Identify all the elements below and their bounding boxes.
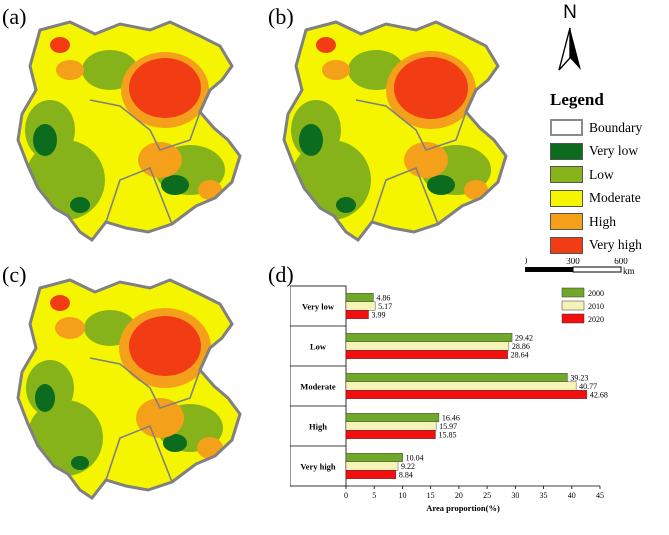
scale-tick-300: 300 (566, 258, 580, 266)
bar (345, 413, 440, 422)
bar-value-label: 40.77 (579, 382, 597, 391)
x-tick-label: 40 (568, 491, 576, 500)
panel-label-c: (c) (2, 262, 27, 287)
legend-item-very-low: Very low (550, 140, 668, 164)
panel-label-d: (d) (268, 262, 294, 287)
legend-item-low: Low (550, 163, 668, 187)
legend-label: Very high (589, 237, 642, 253)
category-label: High (309, 422, 327, 432)
x-tick-label: 15 (427, 491, 435, 500)
legend-label: Moderate (589, 190, 641, 206)
x-tick-label: 20 (455, 491, 463, 500)
bar (345, 453, 403, 462)
bar (345, 293, 374, 302)
scale-tick-600: 600 (614, 258, 628, 266)
legend-title: Legend (550, 90, 604, 109)
bar-value-label: 39.23 (570, 373, 588, 382)
chart-legend-label: 2010 (588, 302, 604, 311)
risk-map-a (16, 20, 242, 242)
bar (345, 390, 588, 399)
bar (345, 310, 369, 319)
category-label: Low (310, 342, 327, 352)
bar-value-label: 9.22 (401, 462, 415, 471)
map-legend: Legend Boundary Very low Low Moderate High Ve… (550, 90, 668, 257)
scale-tick-0: 0 (525, 258, 528, 266)
north-arrow: N (553, 2, 587, 74)
bar-value-label: 4.86 (376, 293, 390, 302)
panel-label-b: (b) (268, 4, 294, 29)
legend-label: High (589, 213, 616, 229)
scale-unit: km (623, 266, 635, 276)
bar (345, 373, 568, 382)
x-tick-label: 35 (540, 491, 548, 500)
legend-label: Boundary (589, 119, 643, 135)
x-axis-label: Area proportion(%) (426, 503, 500, 513)
bar (345, 350, 508, 359)
north-arrow-icon (558, 27, 581, 71)
legend-swatch (550, 119, 583, 137)
bar-value-label: 8.84 (399, 470, 413, 479)
category-column (290, 285, 347, 487)
chart-legend-label: 2020 (588, 315, 604, 324)
x-tick-label: 30 (511, 491, 519, 500)
x-tick-label: 25 (483, 491, 491, 500)
bar (345, 461, 399, 471)
bar (345, 430, 436, 439)
x-tick-label: 10 (398, 491, 406, 500)
bar-value-label: 10.04 (406, 453, 424, 462)
category-label: Very high (300, 462, 336, 472)
bar (345, 381, 577, 391)
chart-legend-swatch (561, 313, 585, 324)
bar-value-label: 5.17 (378, 302, 392, 311)
legend-label: Low (589, 166, 614, 182)
bar-value-label: 28.64 (511, 350, 529, 359)
x-tick-label: 5 (372, 491, 376, 500)
chart-legend-swatch (561, 300, 585, 311)
x-tick-label: 45 (596, 491, 604, 500)
bar (345, 341, 510, 351)
chart-legend-label: 2000 (588, 289, 604, 298)
legend-item-boundary: Boundary (550, 116, 668, 140)
north-letter: N (563, 2, 577, 23)
legend-item-moderate: Moderate (550, 187, 668, 211)
panel-label-a: (a) (2, 4, 27, 29)
legend-item-very-high: Very high (550, 234, 668, 258)
legend-swatch (550, 142, 583, 160)
category-label: Moderate (300, 382, 336, 392)
bar (345, 470, 397, 479)
chart-legend-swatch (561, 287, 585, 298)
x-tick-label: 0 (344, 491, 348, 500)
legend-swatch (550, 189, 583, 207)
bar-value-label: 28.86 (512, 342, 530, 351)
bar-value-label: 16.46 (442, 413, 460, 422)
bar (345, 421, 437, 431)
bar-value-label: 29.42 (515, 333, 533, 342)
risk-map-c (16, 278, 242, 500)
legend-swatch (550, 213, 583, 231)
legend-swatch (550, 166, 583, 184)
bar-value-label: 15.85 (438, 430, 456, 439)
legend-swatch (550, 236, 583, 254)
legend-item-high: High (550, 210, 668, 234)
scale-bar: 0 300 600 km (525, 258, 635, 276)
bar-value-label: 15.97 (439, 422, 457, 431)
risk-map-b (282, 20, 508, 242)
bar (345, 333, 513, 342)
legend-label: Very low (589, 143, 639, 159)
category-label: Very low (302, 302, 335, 312)
bar-value-label: 3.99 (372, 310, 386, 319)
bar (345, 301, 376, 311)
bar-value-label: 42.68 (590, 390, 608, 399)
